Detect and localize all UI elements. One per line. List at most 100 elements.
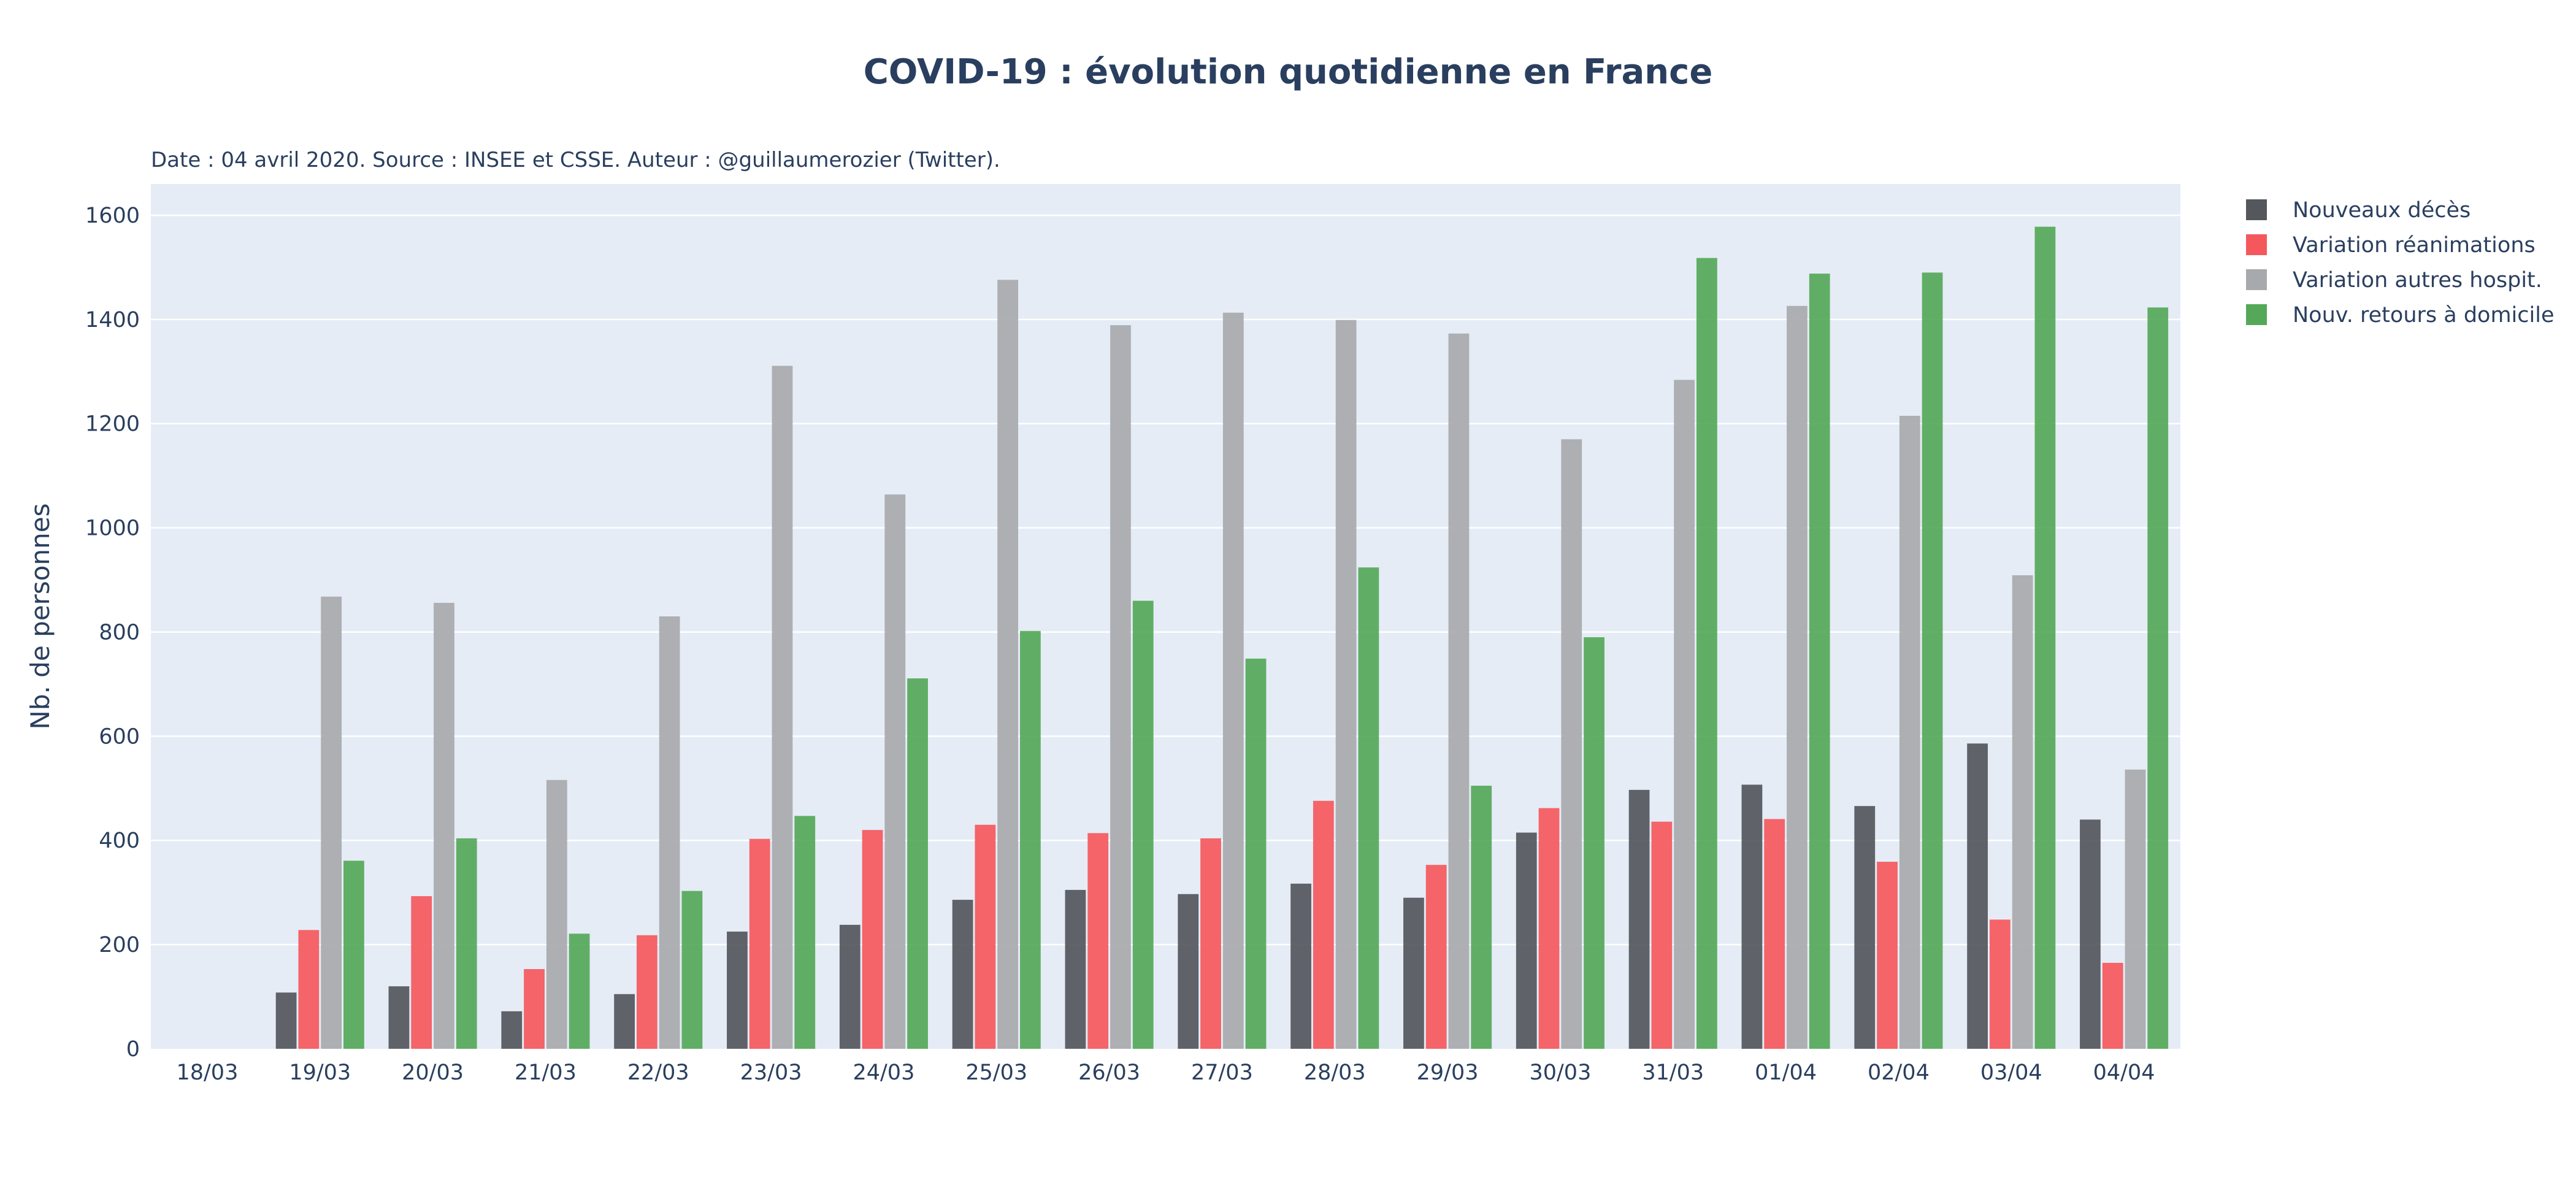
- bar[interactable]: [456, 838, 477, 1049]
- bar[interactable]: [884, 494, 906, 1049]
- bar[interactable]: [1358, 567, 1379, 1049]
- x-tick-label: 31/03: [1642, 1060, 1704, 1085]
- bar[interactable]: [298, 930, 320, 1049]
- bar[interactable]: [1178, 894, 1199, 1049]
- bar[interactable]: [2080, 819, 2101, 1049]
- bar[interactable]: [659, 616, 680, 1049]
- bar[interactable]: [2147, 307, 2169, 1049]
- legend-item[interactable]: Nouv. retours à domicile: [2246, 303, 2555, 328]
- bar[interactable]: [975, 824, 996, 1049]
- bar[interactable]: [1538, 808, 1560, 1049]
- bar[interactable]: [1335, 320, 1357, 1049]
- bar[interactable]: [727, 931, 748, 1049]
- bar[interactable]: [1854, 806, 1876, 1049]
- bar[interactable]: [1628, 789, 1650, 1049]
- x-tick-label: 24/03: [853, 1060, 914, 1085]
- legend-label: Variation autres hospit.: [2293, 268, 2542, 293]
- bar[interactable]: [1222, 312, 1244, 1049]
- x-tick-label: 21/03: [515, 1060, 577, 1085]
- x-tick-label: 23/03: [740, 1060, 802, 1085]
- bar[interactable]: [434, 602, 454, 1049]
- x-tick-label: 20/03: [402, 1060, 464, 1085]
- bar[interactable]: [952, 900, 973, 1049]
- y-tick-label: 1400: [85, 308, 140, 332]
- x-tick-label: 02/04: [1868, 1060, 1930, 1085]
- x-tick-label: 18/03: [176, 1060, 238, 1085]
- bar[interactable]: [343, 861, 364, 1049]
- bar[interactable]: [388, 986, 410, 1049]
- bar[interactable]: [1245, 658, 1267, 1049]
- grid-lines: [151, 214, 2180, 946]
- bar[interactable]: [1200, 838, 1221, 1049]
- legend-swatch: [2246, 199, 2267, 220]
- bar[interactable]: [1313, 800, 1334, 1049]
- bar[interactable]: [1967, 743, 1988, 1049]
- bar[interactable]: [275, 992, 297, 1049]
- bar[interactable]: [1561, 439, 1582, 1049]
- bar[interactable]: [636, 935, 657, 1049]
- bar[interactable]: [749, 838, 770, 1049]
- bar[interactable]: [524, 969, 545, 1049]
- bar[interactable]: [1020, 631, 1041, 1049]
- bar[interactable]: [772, 366, 793, 1049]
- bar[interactable]: [997, 280, 1019, 1049]
- bar[interactable]: [2125, 769, 2146, 1049]
- bar[interactable]: [907, 678, 928, 1049]
- bar[interactable]: [614, 994, 635, 1049]
- bar[interactable]: [1696, 258, 1717, 1049]
- y-axis-ticks: 0 200 400 600 800 1000 1200 1400 1600: [85, 204, 140, 1062]
- bar[interactable]: [1290, 883, 1311, 1049]
- y-tick-label: 1200: [85, 412, 140, 437]
- x-tick-label: 28/03: [1304, 1060, 1366, 1085]
- x-tick-label: 01/04: [1755, 1060, 1817, 1085]
- bar[interactable]: [1899, 415, 1920, 1049]
- bar[interactable]: [2012, 575, 2033, 1049]
- bar[interactable]: [1787, 305, 1807, 1049]
- bar[interactable]: [1425, 865, 1447, 1049]
- legend-label: Nouveaux décès: [2293, 198, 2471, 223]
- bar[interactable]: [411, 896, 432, 1049]
- bar[interactable]: [501, 1011, 523, 1049]
- bar[interactable]: [681, 891, 703, 1049]
- bar[interactable]: [794, 816, 816, 1049]
- bar[interactable]: [1764, 819, 1785, 1049]
- bar[interactable]: [569, 933, 590, 1049]
- legend-item[interactable]: Nouveaux décès: [2246, 198, 2471, 223]
- bar[interactable]: [1674, 380, 1695, 1049]
- legend-swatch: [2246, 269, 2267, 290]
- legend[interactable]: Nouveaux décès Variation réanimations Vari…: [2246, 198, 2555, 328]
- x-tick-label: 30/03: [1529, 1060, 1591, 1085]
- bars: [275, 226, 2169, 1049]
- bar[interactable]: [321, 596, 342, 1049]
- bar[interactable]: [2102, 962, 2123, 1049]
- bar[interactable]: [839, 924, 861, 1049]
- bar[interactable]: [1403, 897, 1424, 1049]
- bar[interactable]: [1809, 274, 1830, 1049]
- bar[interactable]: [1989, 919, 2011, 1049]
- bar[interactable]: [1065, 889, 1086, 1049]
- chart-title: COVID-19 : évolution quotidienne en Fran…: [864, 52, 1713, 92]
- bar[interactable]: [1651, 821, 1673, 1049]
- bar[interactable]: [1584, 637, 1604, 1049]
- y-tick-label: 200: [99, 933, 140, 957]
- legend-item[interactable]: Variation réanimations: [2246, 233, 2536, 258]
- bar[interactable]: [546, 780, 567, 1049]
- bar[interactable]: [1741, 784, 1763, 1049]
- legend-item[interactable]: Variation autres hospit.: [2246, 268, 2542, 293]
- bar[interactable]: [1087, 833, 1109, 1049]
- x-tick-label: 19/03: [289, 1060, 351, 1085]
- legend-swatch: [2246, 304, 2267, 325]
- bar[interactable]: [1877, 862, 1898, 1049]
- legend-label: Nouv. retours à domicile: [2293, 303, 2555, 328]
- bar[interactable]: [1110, 325, 1131, 1049]
- bar[interactable]: [862, 830, 883, 1049]
- bar[interactable]: [1448, 333, 1470, 1049]
- bar[interactable]: [1516, 832, 1537, 1049]
- bar[interactable]: [1132, 600, 1154, 1049]
- bar[interactable]: [2034, 226, 2056, 1049]
- x-tick-label: 29/03: [1417, 1060, 1479, 1085]
- bar[interactable]: [1922, 272, 1943, 1049]
- x-axis-ticks: 18/03 19/03 20/03 21/03 22/03 23/03 24/03 25/03…: [176, 1060, 2155, 1085]
- y-tick-label: 800: [99, 620, 140, 645]
- bar[interactable]: [1471, 786, 1492, 1049]
